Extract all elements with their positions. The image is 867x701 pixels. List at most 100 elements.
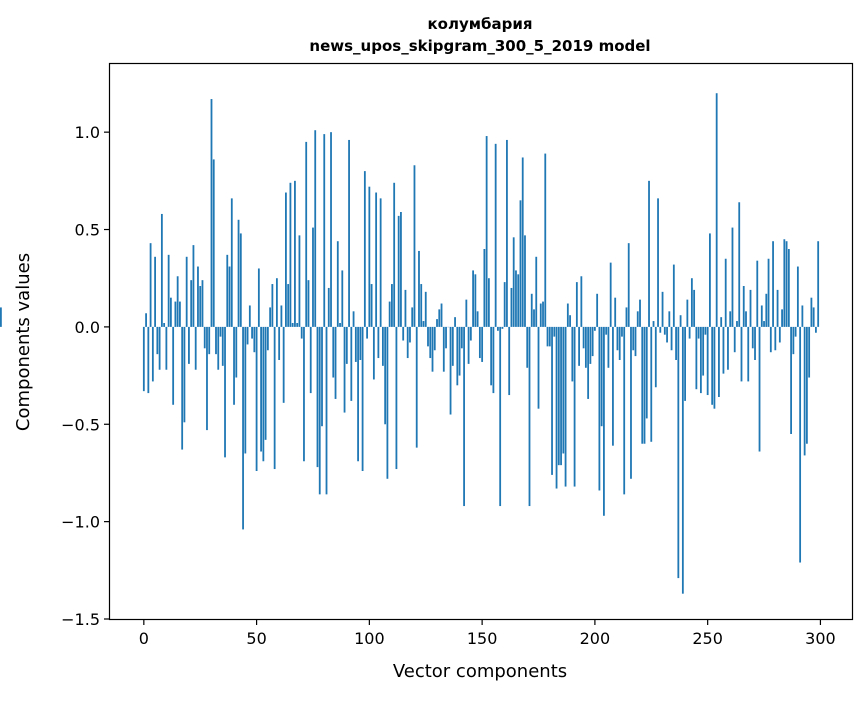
bar: [350, 327, 352, 401]
bar: [220, 327, 222, 337]
bar: [389, 302, 391, 327]
bar: [265, 327, 267, 440]
bar: [242, 327, 244, 530]
bar: [675, 327, 677, 360]
chart-title-line1: колумбария: [428, 15, 533, 33]
bar: [477, 311, 479, 327]
bar: [698, 327, 700, 339]
bar: [398, 216, 400, 327]
bar: [163, 323, 165, 327]
bar: [348, 140, 350, 327]
bar: [339, 323, 341, 327]
bar: [414, 165, 416, 327]
bar: [626, 307, 628, 326]
bar: [154, 257, 156, 327]
bar: [587, 327, 589, 399]
bar: [341, 270, 343, 326]
bars-group: [0, 93, 819, 593]
bar: [635, 327, 637, 356]
bar: [610, 263, 612, 327]
bar: [565, 327, 567, 487]
bar: [380, 198, 382, 327]
bar: [267, 327, 269, 350]
bar: [197, 267, 199, 327]
bar: [271, 284, 273, 327]
bar: [368, 187, 370, 327]
bar: [190, 280, 192, 327]
bar: [423, 321, 425, 327]
bar: [434, 327, 436, 350]
bar: [224, 327, 226, 457]
x-tick-label: 300: [805, 629, 836, 648]
bar: [429, 327, 431, 358]
bar: [384, 327, 386, 424]
bar: [801, 305, 803, 326]
bar: [290, 183, 292, 327]
bar: [287, 284, 289, 327]
bar: [170, 298, 172, 327]
bar: [781, 309, 783, 327]
bar: [790, 327, 792, 434]
bar: [560, 327, 562, 465]
x-tick-label: 250: [692, 629, 723, 648]
bar: [711, 327, 713, 405]
bar: [145, 313, 147, 327]
bar: [736, 321, 738, 327]
bar: [817, 241, 819, 327]
bar: [274, 327, 276, 469]
y-tick-label: 0.0: [75, 318, 100, 337]
bar: [589, 327, 591, 364]
bar: [788, 249, 790, 327]
bar: [743, 286, 745, 327]
bar: [147, 327, 149, 393]
bar: [366, 327, 368, 339]
bar: [269, 307, 271, 326]
bar: [375, 193, 377, 327]
bar: [179, 302, 181, 327]
bar: [463, 327, 465, 506]
bar: [323, 134, 325, 327]
bar: [461, 327, 463, 348]
y-tick-label: −1.0: [61, 513, 100, 532]
bar: [168, 255, 170, 327]
bar: [346, 327, 348, 364]
bar: [680, 315, 682, 327]
bar: [659, 327, 661, 333]
bar: [783, 239, 785, 327]
bar: [768, 259, 770, 327]
bar: [317, 327, 319, 467]
bar: [427, 327, 429, 346]
bar: [362, 327, 364, 471]
bar: [599, 327, 601, 491]
bar: [621, 327, 623, 337]
bar: [364, 171, 366, 327]
bar: [294, 181, 296, 327]
bar: [504, 282, 506, 327]
bar: [258, 268, 260, 326]
x-tick-label: 150: [467, 629, 498, 648]
bar: [804, 327, 806, 456]
bar: [445, 327, 447, 348]
bar: [689, 327, 691, 339]
bar: [772, 241, 774, 327]
bar: [515, 270, 517, 326]
bar: [353, 311, 355, 327]
bar: [332, 327, 334, 378]
bar: [493, 327, 495, 393]
bar: [181, 327, 183, 450]
bar: [759, 327, 761, 452]
bar: [677, 327, 679, 578]
bar: [792, 327, 794, 354]
bar: [756, 261, 758, 327]
bar: [357, 327, 359, 461]
bar: [409, 327, 411, 343]
bar: [251, 327, 253, 339]
bar: [497, 327, 499, 331]
bar: [763, 321, 765, 327]
bar: [752, 327, 754, 348]
bar: [601, 327, 603, 426]
bar: [650, 327, 652, 442]
bar: [456, 327, 458, 385]
bar: [474, 274, 476, 327]
